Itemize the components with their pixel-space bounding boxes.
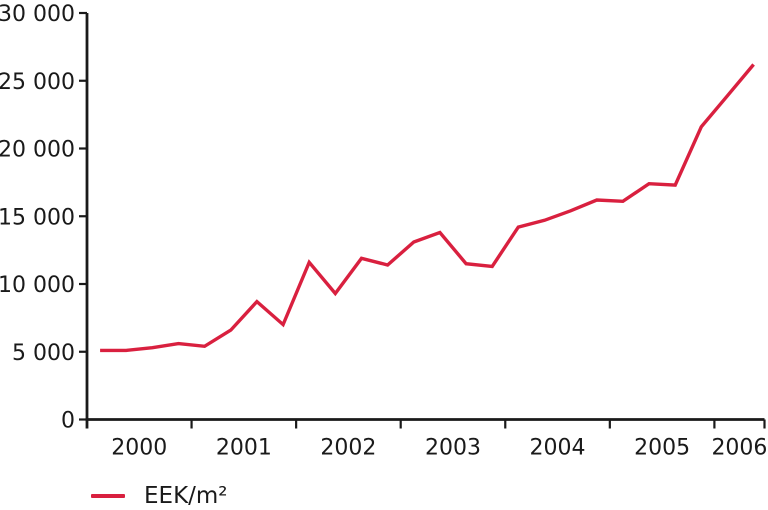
x-tick-label: 2003 xyxy=(425,436,481,461)
legend-line-swatch xyxy=(91,494,125,498)
legend: EEK/m² xyxy=(91,484,228,508)
x-tick-label: 2000 xyxy=(111,436,167,461)
y-tick-label: 30 000 xyxy=(0,2,75,27)
y-tick-label: 15 000 xyxy=(0,205,75,230)
x-tick-label: 2002 xyxy=(320,436,376,461)
data-line-series xyxy=(100,63,755,353)
x-tick-label: 2004 xyxy=(530,436,586,461)
y-tick-label: 5 000 xyxy=(12,341,75,366)
legend-label: EEK/m² xyxy=(144,483,228,509)
y-tick-label: 10 000 xyxy=(0,273,75,298)
x-tick-label: 2006 xyxy=(711,436,767,461)
y-tick-label: 25 000 xyxy=(0,70,75,95)
y-tick-label: 20 000 xyxy=(0,138,75,163)
chart-canvas: 0 5 000 10 000 15 000 20 000 25 000 30 000 2000… xyxy=(0,2,767,461)
x-tick-label: 2001 xyxy=(216,436,272,461)
x-tick-label: 2005 xyxy=(634,436,690,461)
y-tick-label: 0 xyxy=(61,409,75,434)
